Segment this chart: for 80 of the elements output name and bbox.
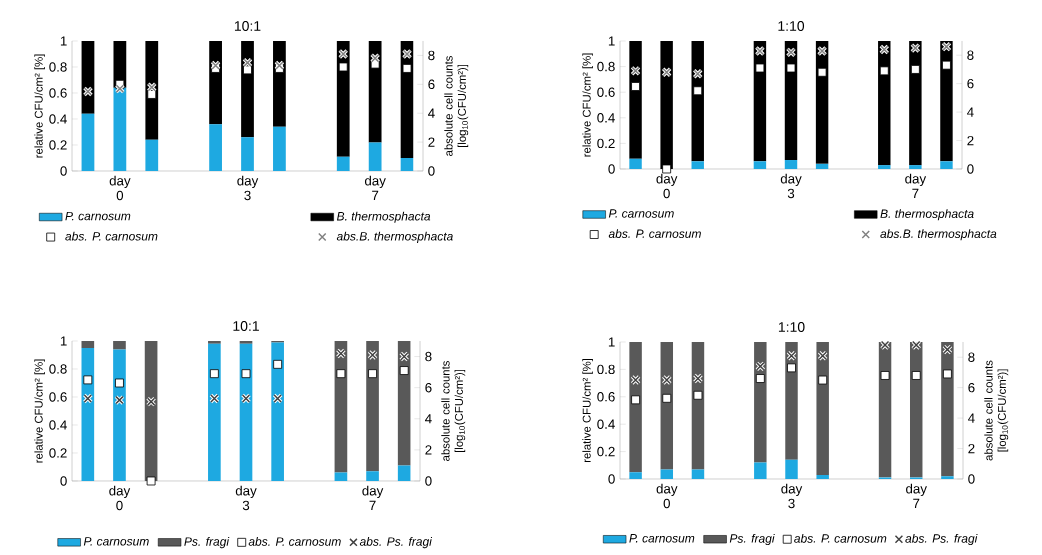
y-tick-label: 0.4 bbox=[597, 419, 615, 429]
legend-label: abs. Ps. fragi bbox=[905, 533, 978, 546]
y2-tick-label: 0 bbox=[968, 474, 975, 484]
y2-tick-label: 8 bbox=[967, 50, 974, 60]
x-tick-label: day 3 bbox=[780, 173, 802, 199]
chart-title: 1:10 bbox=[778, 21, 805, 31]
y2-tick-label: 2 bbox=[425, 445, 432, 455]
y2-tick-label: 8 bbox=[428, 50, 435, 61]
legend-label: P. carnosum bbox=[65, 211, 131, 221]
chart-title: 10:1 bbox=[233, 321, 259, 331]
legend-label: abs.B. thermosphacta bbox=[336, 231, 453, 243]
y2-tick-label: 4 bbox=[428, 108, 435, 118]
x-tick-label: day 7 bbox=[905, 173, 927, 199]
y-tick-label: 0 bbox=[60, 166, 67, 176]
y-tick-label: 0.8 bbox=[597, 364, 615, 375]
legend-label: P. carnosum bbox=[608, 209, 674, 218]
x-tick-label: day 3 bbox=[235, 485, 257, 511]
legend-label: Ps. fragi bbox=[184, 536, 230, 549]
y-tick-label: 0.4 bbox=[49, 420, 67, 430]
y-tick-label: 0.4 bbox=[597, 113, 615, 123]
y2-tick-label: 0 bbox=[428, 166, 435, 176]
y-tick-label: 1 bbox=[608, 337, 615, 347]
legend-label: B. thermosphacta bbox=[880, 209, 974, 221]
x-tick-label: day 0 bbox=[109, 175, 131, 201]
x-tick-label: day 7 bbox=[906, 483, 927, 509]
legend-label: P. carnosum bbox=[629, 534, 695, 543]
y2-tick-label: 0 bbox=[967, 164, 974, 174]
legend-label: abs. P. carnosum bbox=[794, 533, 887, 543]
y2-tick-label: 8 bbox=[968, 352, 975, 362]
y2-tick-label: 8 bbox=[425, 351, 432, 362]
y2-tick-label: 6 bbox=[967, 78, 974, 89]
x-tick-label: day 0 bbox=[656, 173, 678, 199]
x-tick-label: day 3 bbox=[237, 175, 259, 201]
y-axis-title: relative CFU/cm² [%] bbox=[582, 359, 593, 462]
y2-tick-label: 4 bbox=[425, 414, 432, 424]
y-tick-label: 0 bbox=[60, 476, 67, 486]
y2-tick-label: 2 bbox=[428, 137, 435, 147]
y2-tick-label: 6 bbox=[428, 79, 435, 90]
x-tick-label: day 0 bbox=[656, 483, 678, 509]
y-tick-label: 0.6 bbox=[597, 87, 615, 97]
legend-label: abs. P. carnosum bbox=[65, 231, 158, 241]
x-tick-label: day 7 bbox=[362, 485, 384, 511]
y2-tick-label: 4 bbox=[968, 413, 975, 423]
y-axis-title: relative CFU/cm² [%] bbox=[34, 54, 45, 158]
y2-tick-label: 4 bbox=[967, 107, 974, 117]
y-axis-title: relative CFU/cm² [%] bbox=[582, 53, 593, 157]
legend-label: abs. Ps. fragi bbox=[359, 536, 433, 549]
y2-tick-label: 6 bbox=[968, 382, 975, 393]
chart-title: 1:10 bbox=[778, 322, 805, 332]
legend-label: B. thermosphacta bbox=[336, 211, 431, 223]
y-tick-label: 0.8 bbox=[597, 61, 615, 72]
y-tick-label: 0.8 bbox=[49, 364, 67, 374]
y-tick-label: 0.2 bbox=[49, 140, 67, 150]
legend-label: P. carnosum bbox=[83, 537, 149, 546]
y2-tick-label: 6 bbox=[425, 382, 432, 393]
y-axis-title: relative CFU/cm² [%] bbox=[34, 359, 45, 463]
y-tick-label: 0 bbox=[608, 164, 615, 174]
y-tick-label: 0 bbox=[608, 474, 615, 484]
y-tick-label: 0.2 bbox=[49, 448, 67, 458]
y-tick-label: 0.2 bbox=[597, 138, 615, 149]
y-tick-label: 0.4 bbox=[49, 114, 67, 124]
y-tick-label: 1 bbox=[60, 336, 67, 346]
legend-label: Ps. fragi bbox=[729, 533, 775, 546]
x-tick-label: day 7 bbox=[364, 175, 386, 201]
y2-tick-label: 2 bbox=[967, 135, 974, 146]
y2-tick-label: 0 bbox=[425, 476, 432, 486]
legend-label: abs.B. thermosphacta bbox=[880, 229, 997, 241]
y-tick-label: 0.8 bbox=[49, 62, 67, 72]
x-tick-label: day 0 bbox=[109, 485, 131, 511]
chart-title: 10:1 bbox=[234, 21, 261, 31]
x-tick-label: day 3 bbox=[781, 483, 803, 509]
y2-tick-label: 2 bbox=[968, 443, 975, 454]
y-tick-label: 1 bbox=[60, 36, 67, 46]
y-tick-label: 0.6 bbox=[49, 392, 67, 402]
legend-label: abs. P. carnosum bbox=[608, 229, 701, 238]
y-tick-label: 1 bbox=[608, 36, 615, 46]
y-tick-label: 0.2 bbox=[597, 446, 615, 457]
y-tick-label: 0.6 bbox=[49, 88, 67, 98]
legend-label: abs. P. carnosum bbox=[248, 536, 341, 546]
y-tick-label: 0.6 bbox=[597, 392, 615, 402]
